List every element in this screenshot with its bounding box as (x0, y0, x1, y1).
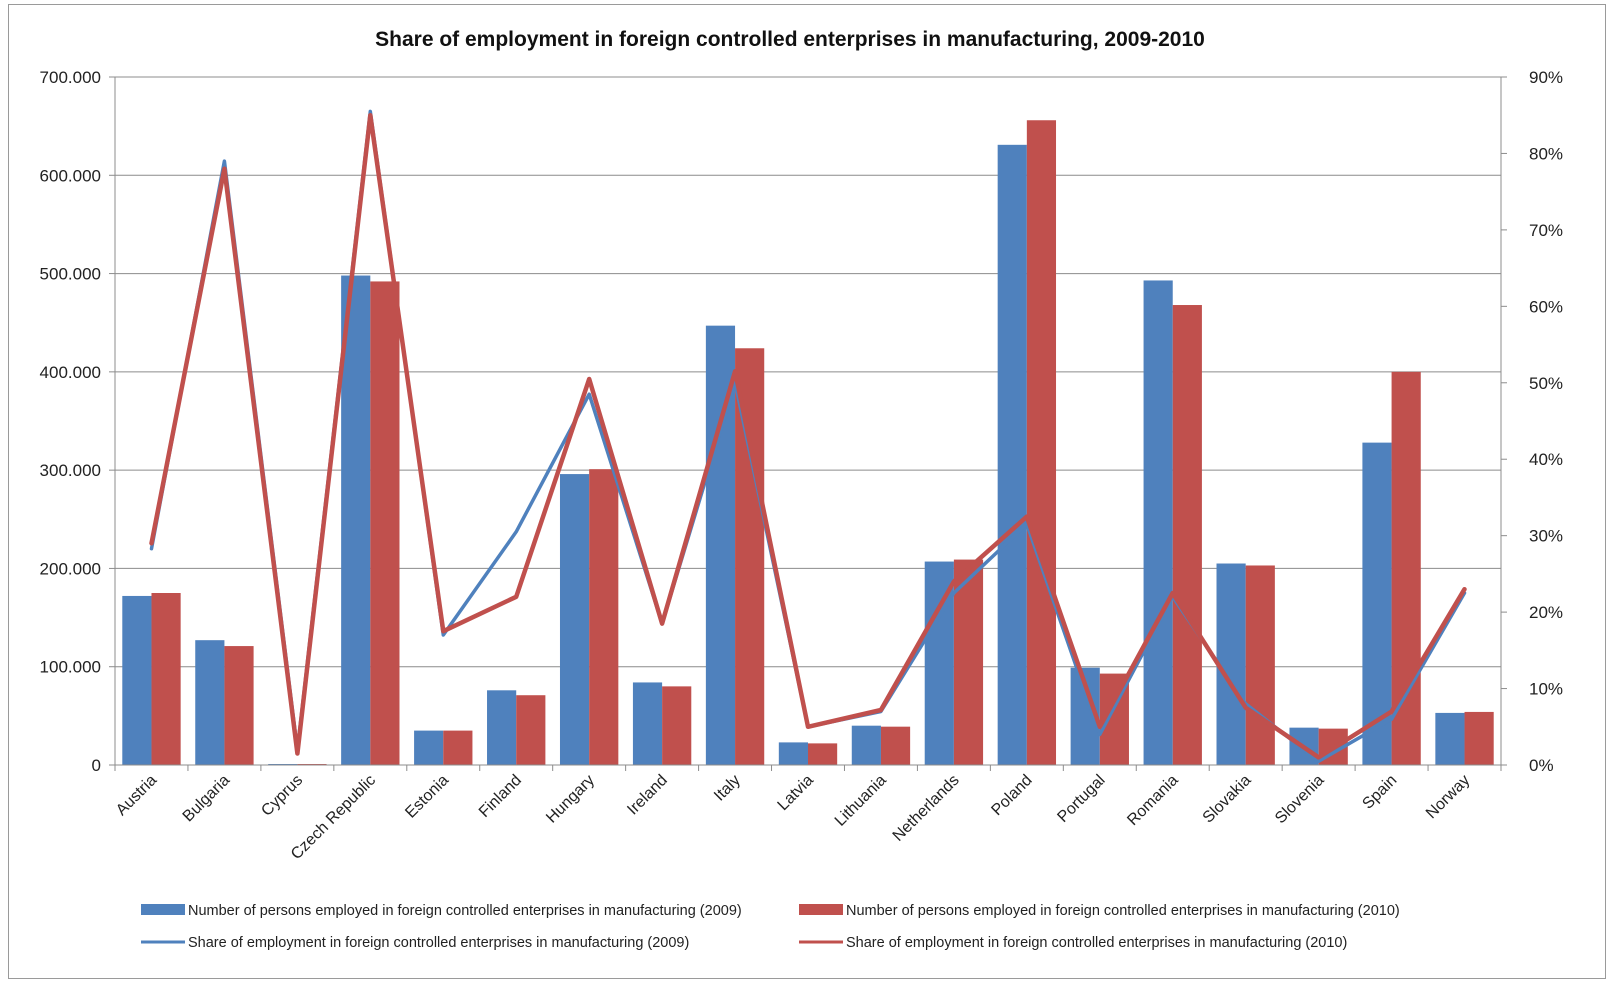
bar-2009 (487, 690, 517, 765)
chart-svg: Share of employment in foreign controlle… (40, 28, 1563, 951)
category-label: Spain (1359, 772, 1400, 813)
left-tick-label: 700.000 (40, 68, 101, 87)
legend-label: Number of persons employed in foreign co… (188, 903, 742, 919)
category-label: Latvia (775, 772, 817, 814)
category-label: Netherlands (890, 772, 963, 845)
right-tick-label: 60% (1529, 297, 1563, 316)
legend: Number of persons employed in foreign co… (141, 903, 1400, 951)
category-label: Estonia (402, 772, 452, 822)
category-label: Hungary (543, 772, 598, 827)
share-line-2010 (149, 112, 1467, 760)
right-tick-label: 70% (1529, 221, 1563, 240)
bar-2009 (122, 595, 152, 765)
right-tick-label: 50% (1529, 374, 1563, 393)
bar-2009 (924, 561, 954, 765)
right-tick-label: 20% (1529, 603, 1563, 622)
category-label: Poland (988, 772, 1035, 819)
legend-label: Number of persons employed in foreign co… (846, 903, 1400, 919)
right-axis-ticks: 0% 10% 20% 30% 40% 50% 60% 70% 80% 90% (1529, 68, 1563, 775)
bar-2009 (559, 474, 590, 765)
bar-2010 (808, 743, 838, 765)
bar-2009 (1362, 442, 1392, 765)
bar-2010 (735, 348, 765, 765)
bars (122, 120, 1494, 765)
bar-2010 (443, 730, 473, 765)
bar-2010 (662, 686, 692, 765)
left-tick-label: 100.000 (40, 658, 101, 677)
legend-swatch-bar (141, 904, 185, 915)
legend-label: Share of employment in foreign controlle… (188, 935, 689, 951)
right-tick-label: 0% (1529, 756, 1554, 775)
category-label: Austria (113, 772, 160, 819)
bar-2009 (195, 640, 225, 765)
category-label: Slovakia (1200, 772, 1255, 827)
bar-2009 (414, 730, 444, 765)
category-label: Finland (476, 772, 525, 821)
category-label: Lithuania (832, 772, 890, 830)
bar-2009 (851, 725, 881, 765)
category-label: Bulgaria (180, 772, 234, 826)
left-tick-label: 200.000 (40, 559, 101, 578)
bar-2010 (880, 726, 911, 765)
category-label: Romania (1124, 772, 1181, 829)
category-label: Cyprus (258, 772, 306, 820)
right-tick-label: 80% (1529, 144, 1563, 163)
axes (109, 76, 1507, 771)
left-tick-label: 300.000 (40, 461, 101, 480)
category-label: Norway (1423, 772, 1473, 822)
bar-2009 (997, 144, 1027, 765)
legend-label: Share of employment in foreign controlle… (846, 935, 1347, 951)
legend-swatch-bar (799, 904, 843, 915)
bar-2010 (516, 695, 546, 765)
bar-2010 (1464, 711, 1494, 765)
bar-2010 (151, 593, 181, 765)
bar-2009 (778, 742, 808, 765)
gridlines (115, 76, 1501, 668)
bar-2010 (370, 281, 400, 765)
bar-2009 (1435, 712, 1465, 765)
bar-2009 (341, 275, 371, 765)
right-tick-label: 10% (1529, 680, 1563, 699)
category-label: Ireland (624, 772, 671, 819)
right-tick-label: 30% (1529, 527, 1563, 546)
right-tick-label: 40% (1529, 450, 1563, 469)
left-tick-label: 400.000 (40, 363, 101, 382)
category-label: Italy (711, 772, 744, 805)
bar-2010 (1026, 120, 1057, 765)
category-label: Slovenia (1272, 772, 1327, 827)
lines (149, 109, 1467, 763)
bar-2010 (224, 646, 254, 765)
right-tick-label: 90% (1529, 68, 1563, 87)
bar-2010 (589, 469, 619, 765)
left-tick-label: 0 (92, 756, 101, 775)
bar-2010 (1245, 565, 1275, 765)
bar-2010 (1172, 305, 1202, 765)
left-tick-label: 500.000 (40, 265, 101, 284)
bar-2010 (953, 559, 984, 765)
chart-frame: Share of employment in foreign controlle… (8, 4, 1606, 979)
category-label: Portugal (1054, 772, 1108, 826)
left-tick-label: 600.000 (40, 166, 101, 185)
bar-2009 (632, 682, 663, 765)
chart-title: Share of employment in foreign controlle… (375, 28, 1205, 51)
left-axis-ticks: 0 100.000 200.000 300.000 400.000 500.000 600.… (40, 68, 101, 775)
bar-2009 (1143, 280, 1173, 765)
bar-2009 (1216, 563, 1246, 765)
